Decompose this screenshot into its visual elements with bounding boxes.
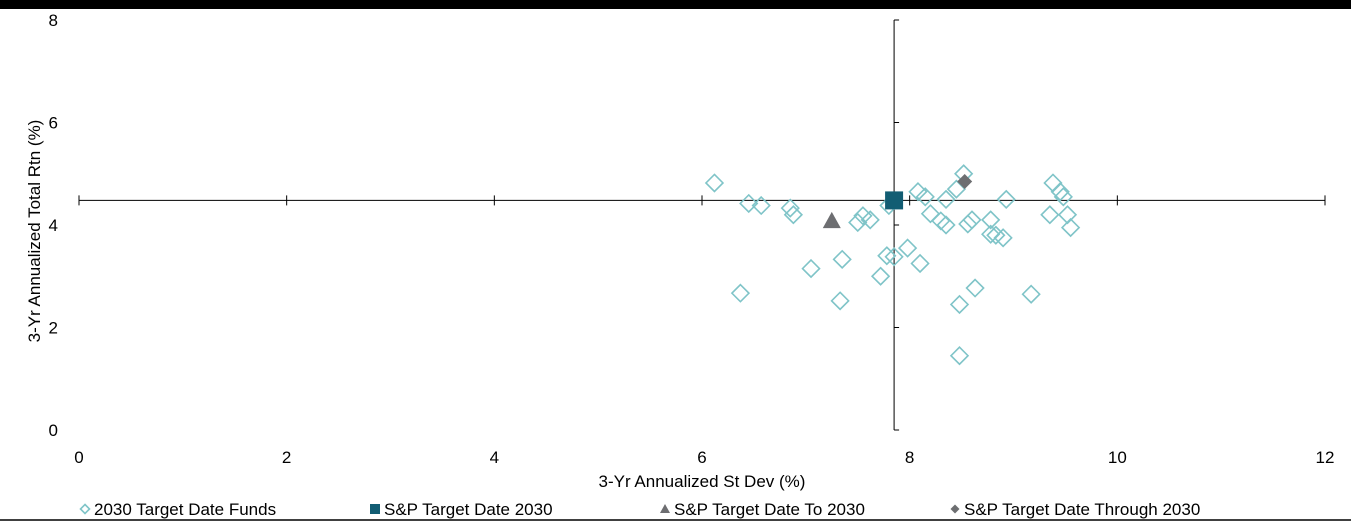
legend-item: S&P Target Date 2030 xyxy=(370,500,553,519)
series-0-point xyxy=(1050,182,1070,202)
legend-label: S&P Target Date Through 2030 xyxy=(964,500,1200,519)
series-0-point xyxy=(915,187,935,207)
legend-item: S&P Target Date To 2030 xyxy=(660,500,865,519)
legend-marker xyxy=(79,503,91,515)
series-0-point xyxy=(751,195,771,216)
x-tick-label: 12 xyxy=(1316,448,1335,467)
data-points xyxy=(704,164,1081,366)
y-tick-label: 8 xyxy=(49,11,58,30)
x-tick-label: 0 xyxy=(74,448,83,467)
series-0-point xyxy=(860,210,880,230)
y-tick-label: 2 xyxy=(49,319,58,338)
series-0-point xyxy=(965,278,985,298)
legend-marker xyxy=(950,504,960,514)
series-0-point xyxy=(832,249,852,269)
series-0-point xyxy=(993,228,1013,248)
series-0-point xyxy=(1021,284,1041,304)
legend-label: S&P Target Date 2030 xyxy=(384,500,553,519)
series-0-point xyxy=(1053,187,1073,207)
series-0-point xyxy=(981,210,1001,230)
series-0-point xyxy=(1043,173,1063,193)
tick-labels: 0 2 4 6 8 10 12 0 2 4 6 8 xyxy=(49,11,1335,467)
y-axis-title: 3-Yr Annualized Total Rtn (%) xyxy=(25,120,44,343)
legend: 2030 Target Date Funds S&P Target Date 20… xyxy=(79,500,1200,519)
series-0-point xyxy=(920,204,941,224)
series-0-point xyxy=(996,189,1016,210)
legend-label: S&P Target Date To 2030 xyxy=(674,500,865,519)
series-0-point xyxy=(910,253,930,274)
series-0-point xyxy=(884,247,904,267)
series-0-point xyxy=(949,346,970,366)
legend-item: 2030 Target Date Funds xyxy=(79,500,276,519)
series-0-point xyxy=(1057,205,1078,225)
series-2-point xyxy=(822,211,841,229)
x-tick-label: 10 xyxy=(1108,448,1127,467)
series-0-point xyxy=(780,198,800,218)
series-0-point xyxy=(1060,217,1081,238)
series-0-point xyxy=(897,238,918,258)
series-0-point xyxy=(739,193,759,214)
series-0-point xyxy=(958,214,978,234)
top-bar xyxy=(0,0,1351,9)
series-0-point xyxy=(830,291,850,311)
series-0-point xyxy=(704,173,725,193)
legend-label: 2030 Target Date Funds xyxy=(94,500,276,519)
series-0-point xyxy=(877,246,897,266)
series-0-point xyxy=(986,225,1006,245)
series-0-point xyxy=(936,189,956,210)
series-0-point xyxy=(981,224,1001,244)
x-tick-label: 8 xyxy=(905,448,914,467)
x-axis-title: 3-Yr Annualized St Dev (%) xyxy=(599,472,806,491)
series-1-point xyxy=(885,191,904,210)
series-0-point xyxy=(949,294,970,315)
series-0-point xyxy=(783,205,804,225)
x-tick-label: 6 xyxy=(697,448,706,467)
series-0-point xyxy=(936,215,956,235)
series-0-point xyxy=(962,210,982,230)
legend-marker xyxy=(660,504,670,513)
axes xyxy=(78,19,1326,431)
y-tick-label: 0 xyxy=(49,421,58,440)
series-0-point xyxy=(730,283,751,303)
x-tick-label: 4 xyxy=(490,448,499,467)
series-0-point xyxy=(1040,205,1060,225)
y-tick-label: 4 xyxy=(49,216,58,235)
x-tick-label: 2 xyxy=(282,448,291,467)
series-3-point xyxy=(957,173,973,189)
y-tick-label: 6 xyxy=(49,114,58,133)
legend-marker xyxy=(370,504,380,514)
series-0-point xyxy=(848,212,868,233)
series-0-point xyxy=(870,266,891,286)
legend-item: S&P Target Date Through 2030 xyxy=(950,500,1200,519)
series-0-point xyxy=(801,258,821,279)
